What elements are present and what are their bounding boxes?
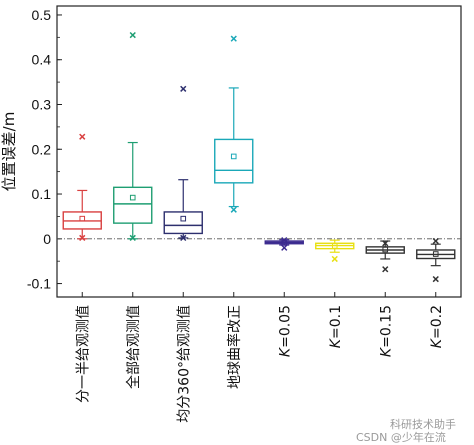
x-axis: 分一半给观测值 全部给观测值 均分360°给观测值 地球曲率改正 K=0.05 K=0.1…	[75, 292, 445, 423]
x-category-label: 均分360°给观测值	[176, 305, 192, 423]
y-tick-label: 0.5	[32, 7, 52, 23]
box-iqr	[163, 211, 203, 235]
outlier-stroke	[432, 275, 439, 283]
y-tick-label: 0.2	[32, 141, 52, 157]
box-series	[62, 31, 456, 283]
x-category-label: K=0.15	[378, 305, 394, 357]
x-category-label: 分一半给观测值	[75, 305, 91, 403]
box-6	[315, 239, 355, 263]
outlier-stroke	[129, 31, 136, 39]
x-category-label-k: K	[277, 346, 293, 357]
outlier-stroke	[79, 133, 86, 140]
outlier-marker	[331, 255, 338, 263]
outlier-marker	[432, 275, 439, 283]
y-tick-label: -0.1	[27, 276, 51, 292]
outlier-marker	[180, 234, 187, 242]
box-8	[416, 237, 456, 283]
outlier-stroke	[281, 244, 288, 251]
mean-marker	[382, 246, 389, 253]
box-iqr	[214, 138, 254, 184]
outlier-marker	[230, 206, 237, 213]
outlier-marker	[230, 35, 237, 42]
outlier-marker	[281, 237, 288, 244]
outlier-marker	[432, 237, 439, 245]
outlier-stroke	[382, 266, 389, 273]
outlier-marker	[281, 244, 288, 251]
x-category-label-k: K	[328, 337, 344, 348]
mean-marker	[129, 194, 136, 201]
mean-marker	[230, 153, 237, 160]
x-category-label-value: =0.1	[328, 305, 344, 339]
y-axis: -0.1 0 0.1 0.2 0.3 0.4 0.5	[27, 7, 62, 292]
outlier-marker	[129, 31, 136, 39]
mean-marker	[79, 215, 86, 222]
y-tick-label: 0.4	[32, 52, 52, 68]
mean-marker	[432, 251, 439, 257]
box-5	[264, 237, 304, 251]
outlier-stroke	[382, 240, 389, 247]
x-category-label-value: =0.2	[429, 305, 445, 339]
outlier-stroke	[230, 206, 237, 213]
outlier-stroke	[432, 237, 439, 245]
box-7	[365, 240, 405, 273]
box-1	[62, 133, 102, 242]
outlier-marker	[129, 234, 136, 242]
x-category-label-value: =0.05	[277, 305, 293, 348]
outlier-stroke	[129, 234, 136, 242]
outlier-marker	[79, 133, 86, 140]
outlier-marker	[180, 85, 187, 92]
plot-frame	[56, 5, 462, 298]
box-iqr	[113, 186, 153, 224]
box-3	[163, 85, 203, 242]
watermark-line-1: 科研技术助手	[390, 418, 456, 431]
outlier-marker	[382, 266, 389, 273]
outlier-stroke	[281, 237, 288, 244]
x-category-label: 地球曲率改正	[226, 305, 243, 389]
x-category-label: K=0.1	[328, 305, 344, 348]
x-category-label: K=0.2	[429, 305, 445, 348]
outlier-stroke	[180, 85, 187, 92]
box-2	[113, 31, 153, 242]
x-category-label: 全部给观测值	[125, 305, 142, 389]
outlier-marker	[79, 234, 86, 242]
x-category-label: K=0.05	[277, 305, 293, 357]
outlier-stroke	[180, 234, 187, 242]
y-tick-label: 0.1	[32, 186, 52, 202]
watermark-line-2: CSDN @少年在流	[356, 431, 446, 444]
mean-marker	[331, 243, 338, 249]
x-category-label-k: K	[429, 337, 445, 348]
mean-marker	[180, 215, 187, 222]
x-category-label-k: K	[378, 346, 394, 357]
outlier-stroke	[331, 255, 338, 263]
y-tick-label: 0	[43, 231, 51, 247]
outlier-stroke	[79, 234, 86, 242]
box-4	[214, 35, 254, 213]
y-axis-label: 位置误差/m	[0, 112, 18, 192]
plot-border	[56, 5, 462, 298]
outlier-marker	[382, 240, 389, 247]
outlier-stroke	[230, 35, 237, 42]
y-tick-label: 0.3	[32, 96, 52, 112]
x-category-label-value: =0.15	[378, 305, 394, 348]
